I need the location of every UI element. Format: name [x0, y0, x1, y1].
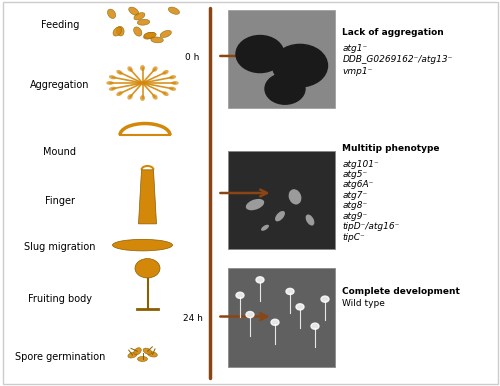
Ellipse shape	[143, 348, 152, 354]
Circle shape	[246, 312, 254, 318]
Bar	[228, 268, 335, 367]
Ellipse shape	[128, 94, 133, 100]
Text: Spore germination: Spore germination	[15, 352, 105, 362]
Text: Mound: Mound	[44, 147, 76, 157]
Text: atg6A⁻: atg6A⁻	[342, 180, 374, 190]
Circle shape	[135, 259, 160, 278]
Text: atg1⁻: atg1⁻	[342, 44, 368, 53]
Text: Fruiting body: Fruiting body	[28, 294, 92, 304]
Ellipse shape	[169, 86, 176, 91]
Ellipse shape	[246, 199, 264, 210]
Circle shape	[296, 304, 304, 310]
Text: DDB_G0269162⁻/atg13⁻: DDB_G0269162⁻/atg13⁻	[342, 55, 453, 64]
Ellipse shape	[106, 81, 114, 85]
Ellipse shape	[134, 13, 145, 20]
Ellipse shape	[162, 91, 168, 96]
Circle shape	[311, 323, 319, 329]
Ellipse shape	[113, 27, 122, 36]
Text: Wild type: Wild type	[342, 298, 386, 308]
Ellipse shape	[140, 95, 145, 101]
Bar	[228, 10, 335, 108]
Text: Feeding: Feeding	[41, 20, 79, 30]
Ellipse shape	[128, 66, 133, 72]
Ellipse shape	[112, 239, 172, 251]
Ellipse shape	[138, 19, 149, 25]
Ellipse shape	[151, 37, 164, 43]
Ellipse shape	[288, 189, 302, 205]
Text: Aggregation: Aggregation	[30, 80, 90, 90]
Ellipse shape	[128, 7, 138, 15]
Ellipse shape	[144, 32, 155, 39]
Ellipse shape	[116, 26, 124, 36]
Circle shape	[236, 292, 244, 298]
Circle shape	[286, 288, 294, 295]
Circle shape	[271, 319, 279, 325]
Circle shape	[272, 44, 328, 87]
Ellipse shape	[261, 225, 269, 231]
Text: 0 h: 0 h	[186, 53, 200, 63]
Text: atg7⁻: atg7⁻	[342, 191, 368, 200]
Text: tipD⁻/atg16⁻: tipD⁻/atg16⁻	[342, 222, 400, 231]
Bar	[228, 268, 335, 367]
Ellipse shape	[168, 7, 179, 14]
Ellipse shape	[138, 357, 147, 361]
Polygon shape	[138, 170, 156, 224]
Text: atg101⁻: atg101⁻	[342, 159, 380, 169]
Text: tipC⁻: tipC⁻	[342, 232, 365, 242]
Ellipse shape	[134, 348, 141, 355]
Bar	[228, 151, 335, 249]
Text: Multitip phenotype: Multitip phenotype	[342, 144, 440, 153]
Ellipse shape	[160, 30, 172, 37]
Text: Slug migration: Slug migration	[24, 242, 96, 252]
Text: atg9⁻: atg9⁻	[342, 212, 368, 221]
Ellipse shape	[171, 81, 179, 85]
Circle shape	[265, 73, 305, 104]
Ellipse shape	[169, 75, 176, 80]
Ellipse shape	[140, 65, 145, 71]
Text: atg5⁻: atg5⁻	[342, 170, 368, 179]
Ellipse shape	[144, 32, 156, 38]
Bar	[228, 151, 335, 249]
Ellipse shape	[109, 86, 116, 91]
Ellipse shape	[152, 94, 158, 100]
Ellipse shape	[148, 352, 158, 357]
Ellipse shape	[109, 75, 116, 80]
Ellipse shape	[108, 9, 116, 19]
Circle shape	[256, 277, 264, 283]
Circle shape	[321, 296, 329, 302]
Text: Complete development: Complete development	[342, 287, 460, 296]
Ellipse shape	[162, 70, 168, 75]
Ellipse shape	[275, 211, 285, 222]
Circle shape	[236, 36, 284, 73]
Text: 24 h: 24 h	[182, 314, 203, 323]
Ellipse shape	[128, 352, 137, 358]
Ellipse shape	[152, 66, 158, 72]
Text: atg8⁻: atg8⁻	[342, 201, 368, 210]
Ellipse shape	[116, 91, 122, 96]
Ellipse shape	[306, 215, 314, 225]
Text: Lack of aggregation: Lack of aggregation	[342, 28, 444, 37]
Text: vmp1⁻: vmp1⁻	[342, 67, 373, 76]
Ellipse shape	[134, 27, 142, 36]
Ellipse shape	[116, 70, 122, 75]
Text: Finger: Finger	[45, 196, 75, 206]
